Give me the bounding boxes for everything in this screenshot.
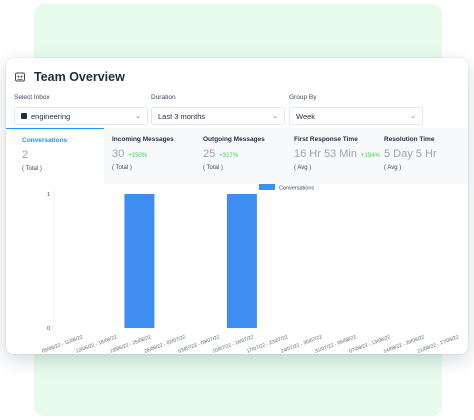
metric-value-row: 16 Hr 53 Min +154% [294, 148, 382, 160]
team-icon [15, 72, 25, 82]
bar-2 [124, 194, 155, 328]
metric-label: Outgoing Messages [203, 136, 265, 143]
group-by-filter-label: Group By [289, 94, 317, 101]
metric-value-row: 5 Day 5 Hr [384, 148, 468, 160]
inbox-select[interactable]: engineering ⌄ [14, 107, 148, 125]
metric-sub: ( Total ) [203, 165, 223, 171]
metric-label: Incoming Messages [112, 136, 174, 143]
duration-select[interactable]: Last 3 months ⌄ [151, 107, 285, 125]
metric-delta: +154% [360, 153, 380, 159]
metrics-row: Conversations 2 ( Total ) Incoming Messa… [6, 128, 468, 184]
chevron-down-icon: ⌄ [410, 113, 416, 120]
inbox-filter: Select Inbox engineering ⌄ [14, 94, 148, 125]
legend-label: Conversations [279, 186, 314, 192]
duration-filter: Duration Last 3 months ⌄ [151, 94, 285, 125]
inbox-filter-label: Select Inbox [14, 94, 50, 101]
metric-outgoing-messages[interactable]: Outgoing Messages 25 +317% ( Total ) [203, 128, 291, 184]
metric-sub: ( Avg ) [384, 165, 402, 171]
metric-value: 5 Day 5 Hr [384, 148, 437, 160]
bar-5 [226, 194, 257, 328]
metric-sub: ( Total ) [112, 165, 132, 171]
metric-value-row: 25 +317% [203, 148, 291, 160]
metric-value: 16 Hr 53 Min [294, 148, 357, 160]
inbox-select-value: engineering [31, 111, 71, 121]
metric-sub: ( Avg ) [294, 165, 312, 171]
legend-swatch [259, 184, 275, 190]
metric-resolution-time[interactable]: Resolution Time 5 Day 5 Hr ( Avg ) [384, 128, 468, 184]
chevron-down-icon: ⌄ [272, 113, 278, 120]
metric-delta: +150% [128, 153, 148, 159]
group-by-select-value: Week [296, 111, 316, 121]
y-tick-label: 1 [47, 192, 50, 198]
metric-value: 30 [112, 148, 125, 160]
group-by-filter: Group By Week ⌄ [289, 94, 423, 125]
inbox-icon [21, 113, 27, 119]
title-row: Team Overview [14, 70, 125, 84]
metric-conversations[interactable]: Conversations 2 ( Total ) [6, 128, 104, 184]
metric-label: Resolution Time [384, 136, 435, 143]
chevron-down-icon: ⌄ [135, 113, 141, 120]
metric-value: 25 [203, 148, 216, 160]
metric-value-row: 30 +150% [112, 148, 200, 160]
duration-filter-label: Duration [151, 94, 176, 101]
metric-sub: ( Total ) [22, 166, 42, 172]
duration-select-value: Last 3 months [158, 111, 206, 121]
metric-incoming-messages[interactable]: Incoming Messages 30 +150% ( Total ) [112, 128, 200, 184]
metric-delta: +317% [219, 153, 239, 159]
metric-label: First Response Time [294, 136, 358, 143]
group-by-select[interactable]: Week ⌄ [289, 107, 423, 125]
team-overview-card: Team Overview Select Inbox engineering ⌄… [6, 58, 468, 354]
metric-value-row: 2 [22, 149, 104, 161]
y-tick-label: 0 [47, 326, 50, 332]
metric-first-response-time[interactable]: First Response Time 16 Hr 53 Min +154% (… [294, 128, 382, 184]
metric-value: 2 [22, 149, 29, 161]
page-title: Team Overview [34, 70, 125, 84]
metric-label: Conversations [22, 137, 68, 144]
